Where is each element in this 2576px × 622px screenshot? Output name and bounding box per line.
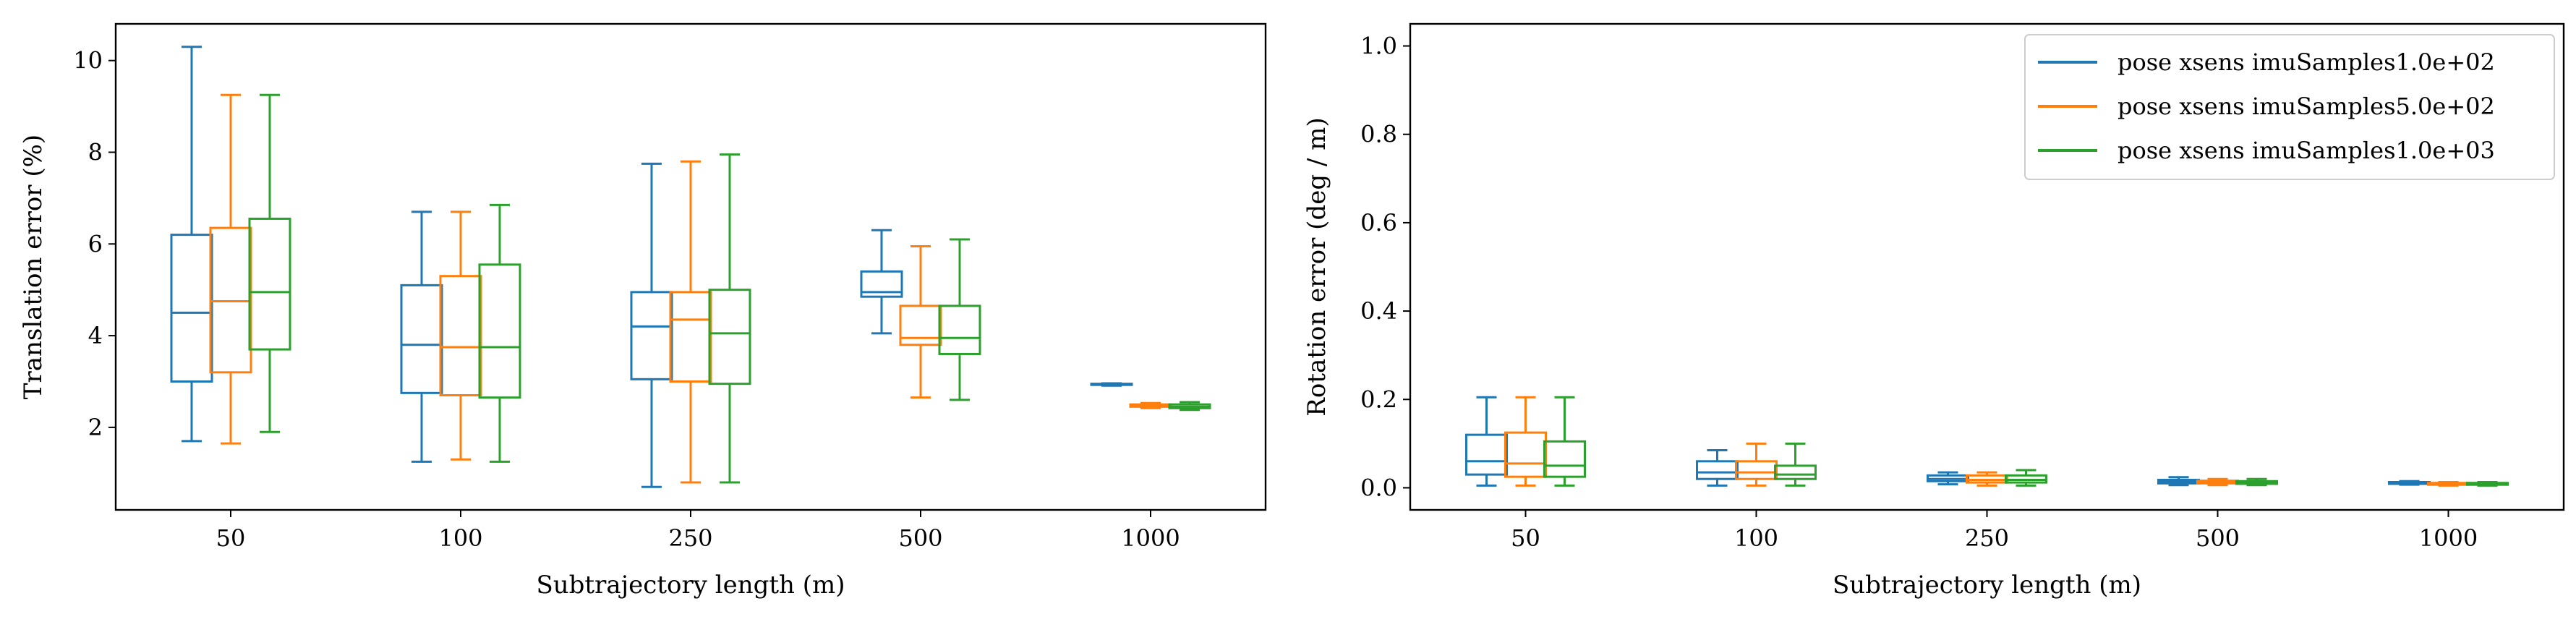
legend-label-imu-1000: pose xsens imuSamples1.0e+03 <box>2117 137 2495 164</box>
box-body <box>1504 431 1547 478</box>
box-imu-500-1000 <box>2427 481 2470 487</box>
legend-entry-imu-1000: pose xsens imuSamples1.0e+03 <box>2038 137 2495 164</box>
box-imu-100-250 <box>1927 471 1969 486</box>
box-imu-100-50 <box>170 46 213 443</box>
box-imu-100-1000 <box>2388 480 2431 486</box>
box-body <box>1543 440 1586 478</box>
x-tick-label: 500 <box>2196 524 2240 552</box>
y-tick-label: 1.0 <box>1360 33 1397 60</box>
translation-x-ticks: 50 100 250 500 1000 <box>216 510 1180 552</box>
box-imu-500-500 <box>899 244 942 399</box>
rotation-x-axis-label: Subtrajectory length (m) <box>1833 571 2141 600</box>
y-tick-label: 6 <box>88 230 103 257</box>
y-tick-label: 2 <box>88 414 103 441</box>
box-imu-500-500 <box>2196 477 2239 487</box>
legend-frame <box>2024 34 2555 180</box>
legend-entry-imu-500: pose xsens imuSamples5.0e+02 <box>2038 93 2495 120</box>
box-imu-500-250 <box>669 160 712 484</box>
box-imu-1000-1000 <box>2466 481 2509 487</box>
box-imu-100-1000 <box>1090 382 1133 387</box>
rotation-y-ticks: 0.0 0.2 0.4 0.6 0.8 1.0 <box>1360 33 1410 501</box>
box-body <box>1696 460 1739 480</box>
box-body <box>170 234 213 383</box>
box-imu-1000-50 <box>248 93 291 433</box>
translation-y-ticks: 2 4 6 8 10 <box>73 47 116 441</box>
box-imu-100-50 <box>1465 396 1508 487</box>
x-tick-label: 250 <box>1965 524 2009 552</box>
x-tick-label: 1000 <box>1121 524 1180 552</box>
y-tick-label: 8 <box>88 139 103 166</box>
y-tick-label: 0.2 <box>1360 385 1397 413</box>
box-imu-100-500 <box>860 229 903 335</box>
rotation-x-ticks: 50 100 250 500 1000 <box>1511 510 2478 552</box>
box-imu-500-50 <box>1504 396 1547 487</box>
rotation-y-axis-label: Rotation error (deg / m) <box>1302 117 1331 416</box>
legend: pose xsens imuSamples1.0e+02 pose xsens … <box>2024 34 2555 180</box>
box-imu-500-100 <box>439 210 482 461</box>
box-body <box>439 275 482 397</box>
y-tick-label: 0.4 <box>1360 297 1397 325</box>
translation-boxes <box>170 46 1211 488</box>
legend-label-imu-100: pose xsens imuSamples1.0e+02 <box>2117 48 2495 76</box>
y-tick-label: 0.8 <box>1360 121 1397 148</box>
x-tick-label: 50 <box>216 524 246 552</box>
box-body <box>860 270 903 298</box>
y-tick-label: 10 <box>73 47 103 74</box>
rotation-error-chart: 0.0 0.2 0.4 0.6 0.8 1.0 50 100 250 500 1000 Subtr… <box>1302 22 2565 600</box>
box-imu-1000-100 <box>1774 442 1817 487</box>
x-tick-label: 500 <box>898 524 942 552</box>
translation-error-chart: 2 4 6 8 10 50 100 250 500 1000 Subtrajectory len… <box>19 22 1267 600</box>
x-tick-label: 100 <box>438 524 482 552</box>
x-tick-label: 50 <box>1511 524 1540 552</box>
box-body <box>1465 433 1508 476</box>
box-body <box>1735 460 1778 480</box>
y-tick-label: 0.6 <box>1360 209 1397 237</box>
box-body <box>1774 464 1817 480</box>
y-tick-label: 0.0 <box>1360 474 1397 501</box>
box-body <box>209 226 252 374</box>
box-body <box>400 284 443 394</box>
box-imu-500-50 <box>209 93 252 445</box>
rotation-boxes <box>1465 396 2509 487</box>
x-tick-label: 100 <box>1734 524 1778 552</box>
rotation-plot-frame <box>1409 22 2565 511</box>
box-body <box>938 304 981 355</box>
box-imu-500-100 <box>1735 442 1778 487</box>
box-body <box>669 291 712 383</box>
box-imu-100-100 <box>1696 449 1739 487</box>
box-body <box>630 291 673 380</box>
box-imu-1000-250 <box>2005 469 2047 487</box>
box-imu-100-500 <box>2157 476 2200 487</box>
box-imu-1000-100 <box>478 203 521 463</box>
box-imu-500-1000 <box>1129 401 1172 409</box>
box-imu-100-250 <box>630 162 673 488</box>
legend-entry-imu-100: pose xsens imuSamples1.0e+02 <box>2038 48 2495 76</box>
box-imu-100-100 <box>400 210 443 463</box>
y-tick-label: 4 <box>88 322 103 349</box>
x-tick-label: 1000 <box>2419 524 2478 552</box>
box-imu-1000-250 <box>708 153 751 484</box>
translation-x-axis-label: Subtrajectory length (m) <box>536 571 845 600</box>
x-tick-label: 250 <box>668 524 712 552</box>
legend-label-imu-500: pose xsens imuSamples5.0e+02 <box>2117 93 2495 120</box>
translation-plot-frame <box>114 22 1267 511</box>
box-body <box>899 304 942 346</box>
box-imu-500-250 <box>1966 471 2008 487</box>
translation-y-axis-label: Translation error (%) <box>19 135 48 399</box>
box-imu-1000-1000 <box>1168 401 1211 412</box>
box-imu-1000-500 <box>938 238 981 401</box>
box-imu-1000-500 <box>2235 477 2278 487</box>
box-body <box>478 263 521 399</box>
box-body <box>248 217 291 351</box>
box-body <box>708 289 751 385</box>
box-imu-1000-50 <box>1543 396 1586 487</box>
